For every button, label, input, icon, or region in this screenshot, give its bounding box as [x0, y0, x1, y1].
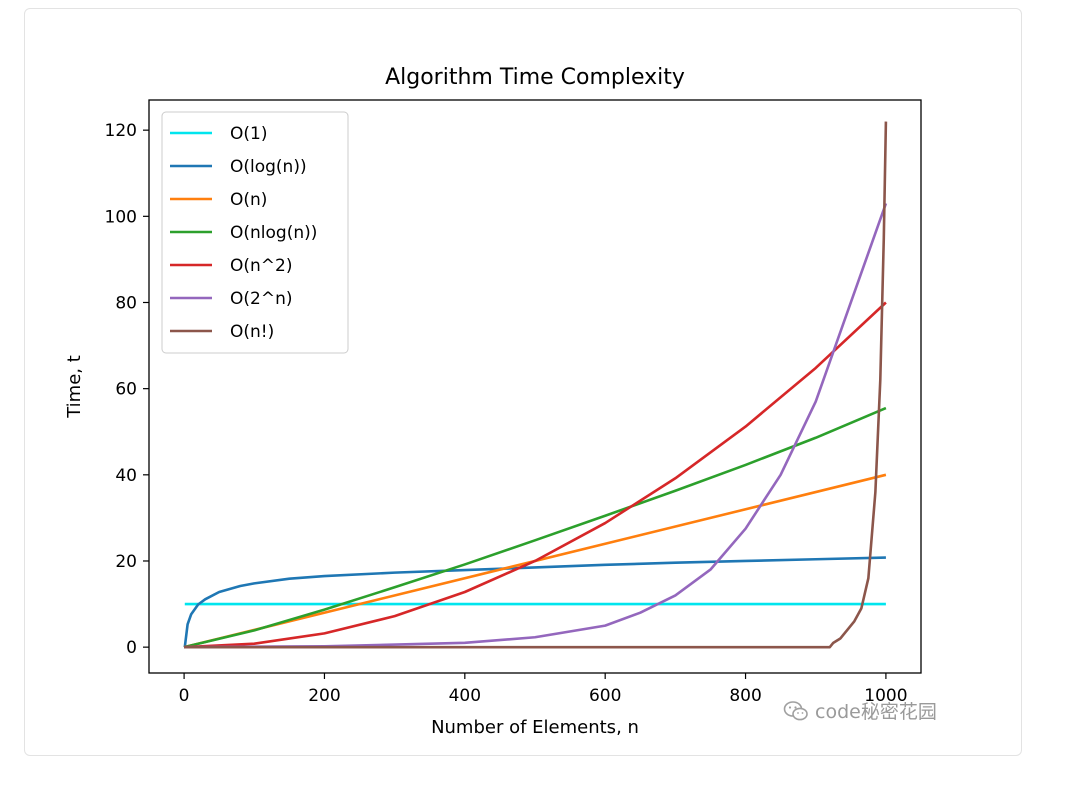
y-tick-label: 20 — [115, 552, 137, 572]
legend-label: O(n!) — [230, 322, 274, 342]
series-line-5 — [184, 301, 887, 649]
watermark: code秘密花园 — [783, 697, 937, 724]
y-tick-label: 0 — [126, 638, 137, 658]
series-line-7 — [184, 121, 888, 649]
series-line-4 — [183, 406, 887, 649]
series-line-2 — [183, 556, 886, 648]
legend-box — [161, 111, 349, 354]
x-axis-label: Number of Elements, n — [431, 717, 639, 738]
x-tick-label: 600 — [589, 686, 621, 706]
y-tick-label: 40 — [115, 466, 137, 486]
y-tick-label: 100 — [105, 207, 137, 227]
x-tick-label: 200 — [308, 686, 340, 706]
legend-label: O(nlog(n)) — [230, 223, 317, 243]
y-tick-label: 80 — [115, 293, 137, 313]
x-tick-label: 0 — [179, 686, 190, 706]
wechat-icon — [783, 700, 808, 720]
chart-card: Algorithm Time Complexity 0 200 400 600 800 10… — [24, 8, 1022, 756]
y-axis-label: Time, t — [64, 355, 85, 419]
legend-label: O(2^n) — [230, 289, 292, 309]
legend-label: O(n^2) — [230, 256, 292, 276]
y-tick-label: 120 — [105, 121, 137, 141]
x-tick-label: 800 — [729, 686, 761, 706]
legend-label: O(n) — [230, 190, 267, 210]
legend-label: O(log(n)) — [230, 157, 307, 177]
watermark-text: code秘密花园 — [815, 701, 937, 723]
legend-label: O(1) — [230, 124, 267, 144]
y-tick-label: 60 — [115, 380, 137, 400]
x-tick-label: 1000 — [864, 686, 907, 706]
chart-title: Algorithm Time Complexity — [385, 65, 685, 90]
plot-frame — [148, 99, 922, 674]
x-tick-label: 400 — [449, 686, 481, 706]
series-line-6 — [184, 202, 888, 649]
